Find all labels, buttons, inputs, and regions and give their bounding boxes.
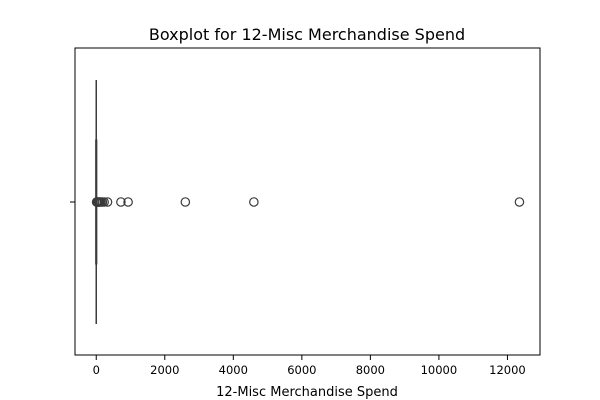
outlier-point bbox=[123, 197, 133, 207]
outlier-point bbox=[249, 197, 259, 207]
chart-title: Boxplot for 12-Misc Merchandise Spend bbox=[149, 25, 465, 44]
x-tick-label: 0 bbox=[93, 363, 100, 377]
plot-frame bbox=[74, 47, 541, 356]
x-tick-label: 6000 bbox=[287, 363, 316, 377]
x-tick-label: 10000 bbox=[421, 363, 458, 377]
outlier-point bbox=[180, 197, 191, 207]
plot-area bbox=[91, 80, 525, 324]
outlier-point bbox=[102, 197, 113, 207]
x-tick-label: 12000 bbox=[489, 363, 526, 377]
x-axis: 0 2000 4000 6000 8000 10000 12000 bbox=[93, 355, 526, 377]
outlier-point bbox=[99, 197, 109, 207]
outlier-point bbox=[514, 197, 525, 207]
x-tick-label: 8000 bbox=[356, 363, 385, 377]
outlier-point bbox=[116, 197, 126, 207]
x-tick-label: 4000 bbox=[219, 363, 248, 377]
x-tick-label: 2000 bbox=[150, 363, 179, 377]
x-axis-label: 12-Misc Merchandise Spend bbox=[216, 385, 398, 400]
